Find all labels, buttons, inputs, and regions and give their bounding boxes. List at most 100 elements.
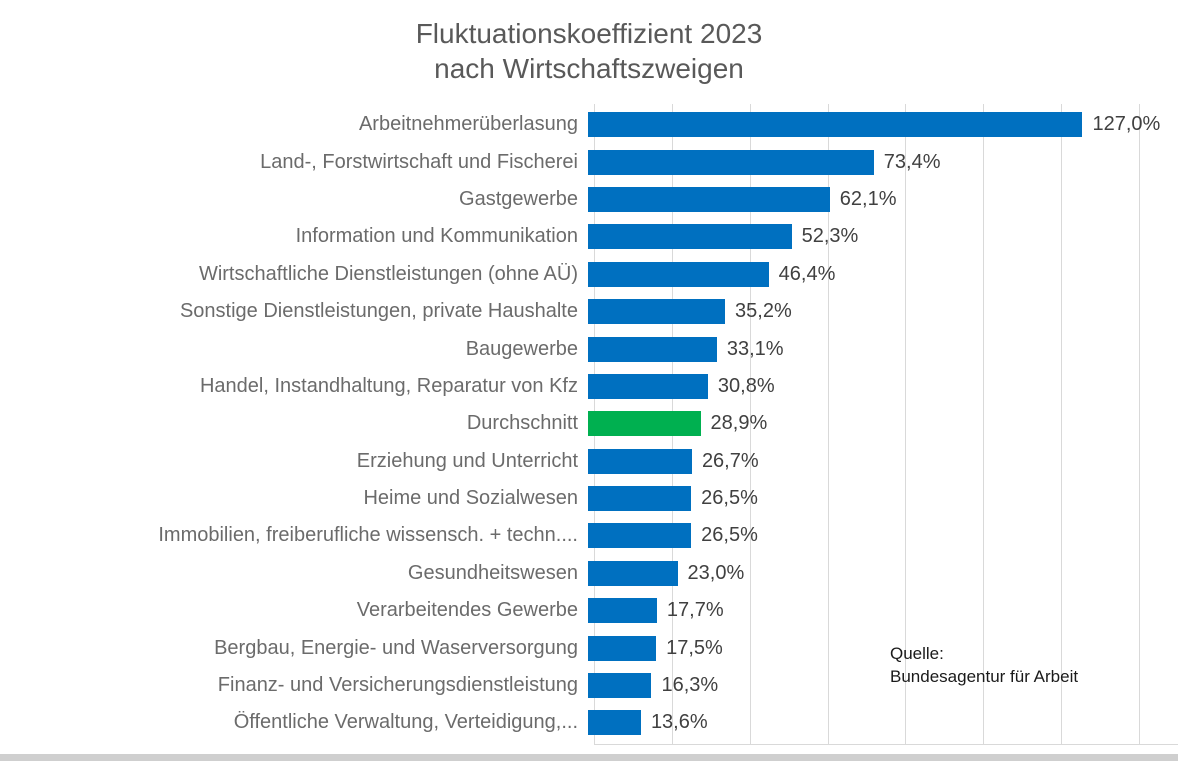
source-note: Quelle: Bundesagentur für Arbeit — [890, 642, 1078, 688]
bar — [588, 673, 652, 699]
category-label: Baugewerbe — [465, 337, 578, 360]
gridline-40pct — [749, 104, 751, 744]
gridline-140pct — [1139, 104, 1141, 744]
value-label: 30,8% — [717, 374, 775, 397]
category-label: Öffentliche Verwaltung, Verteidigung,... — [233, 711, 578, 734]
bar — [588, 635, 657, 661]
bar-track: 23,0% — [588, 560, 1178, 586]
bar-track: 52,3% — [588, 224, 1178, 250]
bar — [588, 186, 830, 212]
value-label: 26,5% — [701, 524, 758, 547]
chart-title-line-2: nach Wirtschaftszweigen — [434, 53, 744, 84]
bar-track: 16,3% — [588, 673, 1178, 699]
bar — [588, 149, 874, 175]
value-label: 13,6% — [650, 711, 708, 734]
bar-track: 26,7% — [588, 448, 1178, 474]
category-label: Information und Kommunikation — [295, 225, 578, 248]
category-label: Handel, Instandhaltung, Reparatur von Kf… — [199, 374, 578, 397]
value-label: 17,7% — [666, 599, 724, 622]
gridline-60pct — [827, 104, 829, 744]
chart-title: Fluktuationskoeffizient 2023 nach Wirtsc… — [0, 16, 1178, 86]
category-label: Wirtschaftliche Dienstleistungen (ohne A… — [198, 262, 578, 285]
source-note-line-1: Quelle: — [890, 644, 944, 663]
table-row: Gastgewerbe 62,1% — [0, 181, 1178, 218]
table-row: Immobilien, freiberufliche wissensch. + … — [0, 517, 1178, 554]
category-label: Durchschnitt — [466, 412, 578, 435]
window-edge-strip — [0, 754, 1178, 761]
table-row: Durchschnitt 28,9% — [0, 405, 1178, 442]
bar-track: 33,1% — [588, 336, 1178, 362]
bar-track: 13,6% — [588, 710, 1178, 736]
category-label: Sonstige Dienstleistungen, private Haush… — [179, 300, 578, 323]
bar — [588, 373, 708, 399]
bar — [588, 224, 792, 250]
category-label: Erziehung und Unterricht — [356, 449, 578, 472]
value-label: 23,0% — [687, 561, 745, 584]
category-label: Bergbau, Energie- und Waserversorgung — [214, 636, 578, 659]
bar-track: 46,4% — [588, 261, 1178, 287]
value-label: 46,4% — [778, 262, 836, 285]
table-row: Information und Kommunikation 52,3% — [0, 218, 1178, 255]
bar-track: 26,5% — [588, 523, 1178, 549]
bar — [588, 486, 692, 512]
table-row: Handel, Instandhaltung, Reparatur von Kf… — [0, 368, 1178, 405]
x-axis-baseline — [594, 744, 1178, 745]
value-label: 26,5% — [701, 487, 758, 510]
bar — [588, 336, 717, 362]
bar-track: 73,4% — [588, 149, 1178, 175]
bar-highlight-durchschnitt — [588, 411, 701, 437]
value-label: 26,7% — [701, 449, 759, 472]
category-label: Arbeitnehmerüberlasung — [358, 113, 578, 136]
category-label: Gastgewerbe — [459, 187, 578, 210]
category-label: Immobilien, freiberufliche wissensch. + … — [158, 524, 578, 547]
gridline-80pct — [905, 104, 907, 744]
table-row: Erziehung und Unterricht 26,7% — [0, 443, 1178, 480]
table-row: Baugewerbe 33,1% — [0, 330, 1178, 367]
value-label: 35,2% — [735, 300, 792, 323]
bar — [588, 448, 692, 474]
table-row: Sonstige Dienstleistungen, private Haush… — [0, 293, 1178, 330]
gridline-100pct — [983, 104, 985, 744]
bar-track: 17,7% — [588, 598, 1178, 624]
table-row: Verarbeitendes Gewerbe 17,7% — [0, 592, 1178, 629]
table-row: Gesundheitswesen 23,0% — [0, 555, 1178, 592]
value-label: 52,3% — [801, 225, 859, 248]
bar-track: 62,1% — [588, 186, 1178, 212]
table-row: Bergbau, Energie- und Waserversorgung 17,… — [0, 629, 1178, 666]
bar-track: 127,0% — [588, 112, 1178, 138]
table-row: Öffentliche Verwaltung, Verteidigung,...… — [0, 704, 1178, 741]
chart-title-line-1: Fluktuationskoeffizient 2023 — [415, 18, 763, 49]
value-label: 17,5% — [666, 636, 723, 659]
table-row: Wirtschaftliche Dienstleistungen (ohne A… — [0, 256, 1178, 293]
bar — [588, 710, 641, 736]
bar-track: 17,5% — [588, 635, 1178, 661]
category-label: Finanz- und Versicherungsdienstleistung — [217, 674, 578, 697]
bar — [588, 112, 1083, 138]
value-label: 33,1% — [726, 337, 784, 360]
category-label: Gesundheitswesen — [407, 561, 578, 584]
value-label: 73,4% — [883, 150, 941, 173]
bar-rows: Arbeitnehmerüberlasung 127,0% Land-, Forst… — [0, 106, 1178, 742]
value-label: 127,0% — [1092, 113, 1161, 136]
bar — [588, 598, 657, 624]
bar — [588, 560, 678, 586]
bar-track: 35,2% — [588, 299, 1178, 325]
category-label: Heime und Sozialwesen — [363, 487, 578, 510]
gridline-120pct — [1061, 104, 1063, 744]
table-row: Land-, Forstwirtschaft und Fischerei 73,4… — [0, 143, 1178, 180]
bar — [588, 261, 769, 287]
table-row: Heime und Sozialwesen 26,5% — [0, 480, 1178, 517]
table-row: Arbeitnehmerüberlasung 127,0% — [0, 106, 1178, 143]
table-row: Finanz- und Versicherungsdienstleistung 1… — [0, 667, 1178, 704]
category-label: Land-, Forstwirtschaft und Fischerei — [260, 150, 578, 173]
bar — [588, 523, 692, 549]
value-label: 28,9% — [710, 412, 768, 435]
source-note-line-2: Bundesagentur für Arbeit — [890, 667, 1079, 686]
category-label: Verarbeitendes Gewerbe — [356, 599, 578, 622]
bar-track: 28,9% — [588, 411, 1178, 437]
bar — [588, 299, 726, 325]
bar-track: 30,8% — [588, 373, 1178, 399]
bar-track: 26,5% — [588, 486, 1178, 512]
value-label: 62,1% — [839, 187, 897, 210]
